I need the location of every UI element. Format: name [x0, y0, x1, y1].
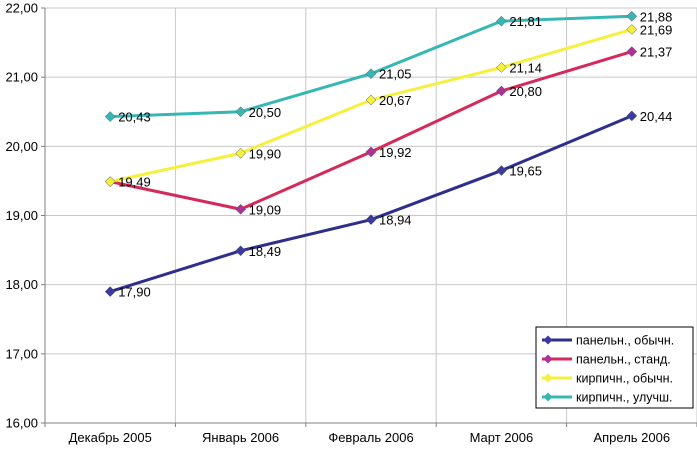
axes — [41, 7, 697, 427]
x-tick-label: Март 2006 — [470, 430, 534, 445]
y-tick-label: 22,00 — [5, 1, 38, 16]
legend-marker — [543, 335, 553, 345]
data-labels: 17,90 18,49 18,94 19,65 20,44 19,09 19,92 20,80… — [118, 9, 672, 299]
data-label: 18,94 — [379, 213, 412, 228]
data-point-marker — [496, 62, 507, 73]
series-line — [109, 28, 633, 184]
data-label: 20,44 — [640, 109, 673, 124]
data-label: 21,37 — [640, 45, 673, 60]
legend-label: кирпичн., обычн. — [576, 372, 673, 386]
data-point-marker — [104, 176, 116, 187]
legend-marker — [543, 373, 553, 383]
series-line — [109, 114, 633, 294]
data-point-marker — [626, 24, 638, 35]
x-axis-ticks: Декабрь 2005 Январь 2006 Февраль 2006 Март … — [69, 430, 671, 445]
y-axis-ticks: 16,00 17,00 18,00 19,00 20,00 21,00 22,00 — [5, 1, 38, 431]
data-point-marker — [104, 286, 116, 297]
data-label: 17,90 — [118, 285, 151, 300]
data-label: 19,09 — [249, 202, 282, 217]
legend-label: панельн., станд. — [576, 353, 671, 367]
data-label: 21,69 — [640, 22, 673, 37]
data-point-marker — [365, 68, 377, 80]
data-point-marker — [104, 111, 116, 122]
data-label: 19,49 — [118, 175, 151, 190]
y-tick-label: 18,00 — [5, 277, 38, 292]
data-label: 20,67 — [379, 93, 412, 108]
x-tick-label: Февраль 2006 — [328, 430, 413, 445]
legend-label: панельн., обычн. — [576, 334, 674, 348]
data-point-marker — [626, 110, 638, 122]
data-label: 21,88 — [640, 9, 673, 24]
data-point-marker — [626, 10, 638, 22]
x-tick-label: Декабрь 2005 — [69, 430, 152, 445]
y-tick-label: 19,00 — [5, 208, 38, 223]
data-point-marker — [626, 46, 638, 57]
data-label: 21,81 — [509, 14, 542, 29]
data-label: 19,90 — [249, 146, 282, 161]
x-tick-label: Апрель 2006 — [593, 430, 670, 445]
data-label: 21,14 — [509, 60, 542, 75]
y-tick-label: 17,00 — [5, 346, 38, 361]
x-tick-label: Январь 2006 — [202, 430, 279, 445]
y-tick-label: 16,00 — [5, 416, 38, 431]
data-point-marker — [496, 165, 507, 176]
data-point-marker — [235, 245, 246, 257]
data-point-marker — [496, 15, 507, 27]
legend-label: кирпичн., улучш. — [576, 391, 673, 405]
legend: панельн., обычн. панельн., станд. кирпичн.… — [535, 326, 694, 409]
data-label: 20,50 — [249, 105, 282, 120]
data-point-marker — [235, 147, 246, 159]
legend-marker — [543, 392, 553, 402]
data-point-marker — [365, 214, 377, 226]
data-label: 20,43 — [118, 110, 151, 125]
y-tick-label: 21,00 — [5, 70, 38, 85]
legend-marker — [543, 354, 553, 364]
data-point-marker — [235, 106, 246, 118]
data-point-marker — [365, 94, 377, 106]
data-label: 18,49 — [249, 244, 282, 259]
data-label: 19,92 — [379, 145, 412, 160]
series-lines — [104, 10, 638, 297]
y-tick-label: 20,00 — [5, 139, 38, 154]
data-label: 21,05 — [379, 67, 412, 82]
data-point-marker — [235, 203, 246, 215]
data-point-marker — [365, 146, 377, 158]
data-label: 19,65 — [509, 164, 542, 179]
data-point-marker — [496, 85, 507, 97]
data-label: 20,80 — [509, 84, 542, 99]
